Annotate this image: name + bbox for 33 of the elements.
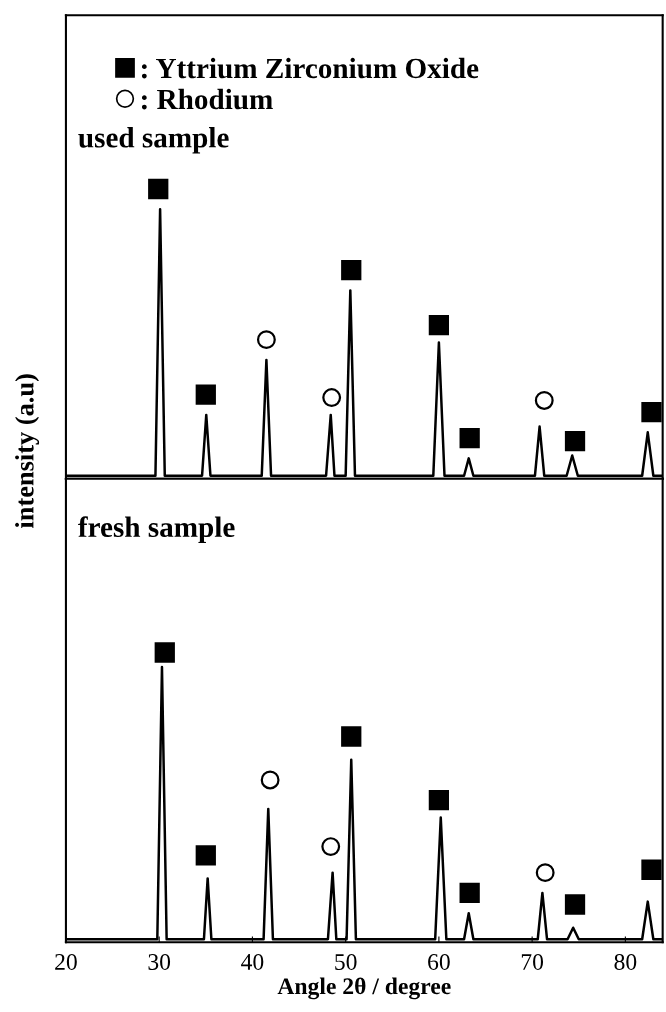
- point: [195, 384, 216, 405]
- legend-label: : Yttrium Zirconium Oxide: [141, 57, 479, 79]
- point: [641, 859, 662, 880]
- point: [641, 401, 662, 423]
- point: [321, 837, 341, 857]
- x-tick-label: 30: [148, 953, 171, 970]
- x-tick-label: 40: [241, 953, 264, 970]
- x-tick-label: 60: [428, 953, 450, 970]
- point: [195, 845, 216, 866]
- point: [459, 882, 480, 904]
- point: [322, 388, 342, 408]
- point: [148, 178, 169, 200]
- text: fresh sample: [78, 516, 235, 544]
- x-tick-label: 50: [335, 953, 357, 970]
- point: [341, 726, 362, 747]
- point: [154, 642, 175, 663]
- point: [260, 770, 280, 790]
- point: [341, 259, 362, 281]
- point: [564, 430, 586, 452]
- text: used sample: [78, 127, 229, 154]
- point: [428, 790, 450, 811]
- point: [535, 863, 555, 883]
- point: [256, 330, 276, 350]
- x-tick-label: 80: [614, 953, 637, 970]
- x-tick-label: 70: [521, 953, 544, 970]
- point: [459, 427, 480, 449]
- x-axis-title: Angle 2θ / degree: [277, 977, 451, 1000]
- point: [564, 894, 586, 915]
- point: [534, 391, 554, 410]
- y-axis-title: intensity (a.u): [15, 374, 40, 528]
- x-tick-label: 20: [55, 953, 77, 970]
- point: [428, 315, 450, 336]
- legend-label: : Rhodium: [141, 88, 273, 110]
